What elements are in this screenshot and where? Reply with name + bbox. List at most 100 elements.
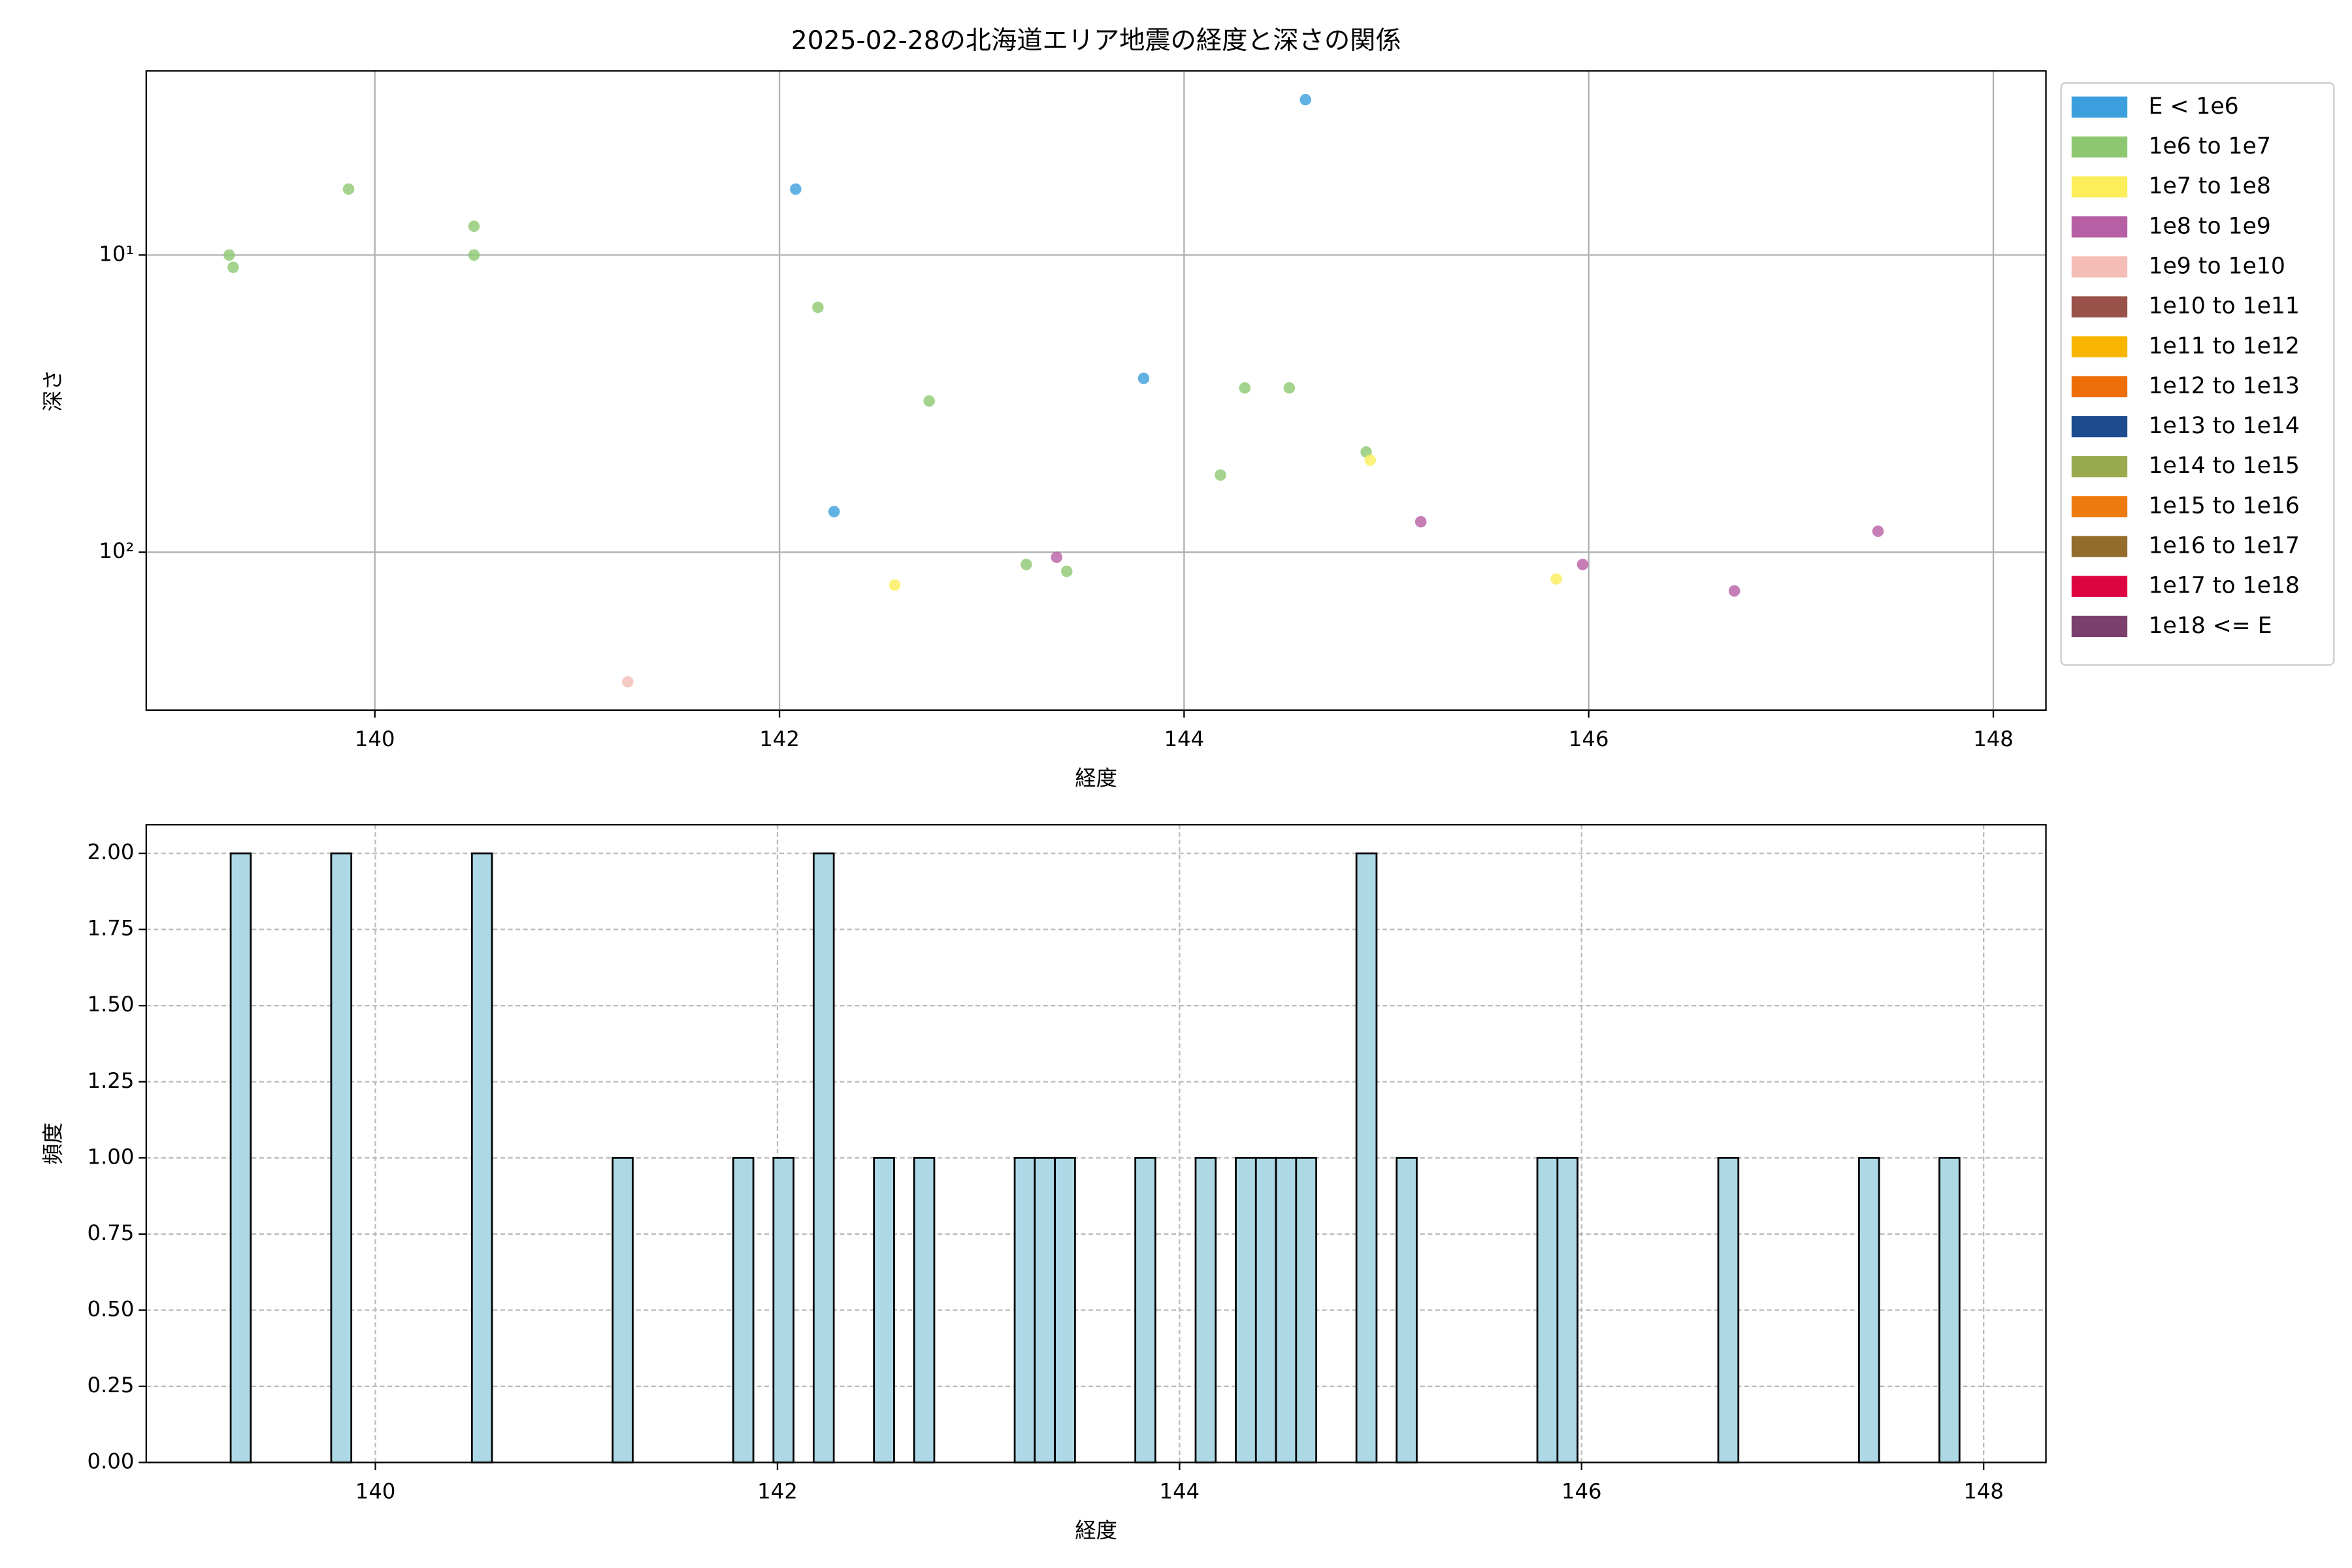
legend-label: 1e17 to 1e18 xyxy=(2148,573,2299,599)
scatter-point xyxy=(1576,559,1589,570)
legend-label: 1e11 to 1e12 xyxy=(2148,333,2299,359)
scatter-point xyxy=(1728,585,1740,597)
scatter-point xyxy=(468,249,480,261)
x-tick-label: 140 xyxy=(355,1479,396,1504)
legend-swatch xyxy=(2071,496,2128,517)
y-tick-label: 0.00 xyxy=(87,1448,134,1473)
hist-bar xyxy=(873,1156,895,1463)
legend-swatch xyxy=(2071,296,2128,318)
scatter-point xyxy=(468,220,480,233)
legend-swatch xyxy=(2071,416,2128,438)
scatter-point xyxy=(1021,559,1032,570)
scatter-point xyxy=(812,301,824,314)
scatter-point xyxy=(1364,454,1377,466)
scatter-point xyxy=(1299,93,1311,106)
y-tick-label: 0.25 xyxy=(87,1373,134,1397)
legend-label: 1e13 to 1e14 xyxy=(2148,413,2299,439)
legend-swatch xyxy=(2071,615,2128,637)
scatter-point xyxy=(1872,525,1884,537)
hist-bar xyxy=(813,852,835,1463)
plot-frame xyxy=(145,824,2047,1463)
legend-label: 1e14 to 1e15 xyxy=(2148,453,2299,479)
y-tick-label: 1.25 xyxy=(87,1068,134,1093)
legend-swatch xyxy=(2071,176,2128,198)
hist-bar xyxy=(1396,1156,1418,1463)
legend-swatch xyxy=(2071,576,2128,597)
scatter-point xyxy=(889,579,901,591)
hist-bar xyxy=(1355,852,1378,1463)
scatter-point xyxy=(342,183,355,195)
y-tick-label: 0.50 xyxy=(87,1296,134,1321)
y-tick-label: 10² xyxy=(99,538,134,563)
hist-bar xyxy=(772,1156,794,1463)
legend-label: 1e15 to 1e16 xyxy=(2148,493,2299,519)
scatter-point xyxy=(1061,565,1073,578)
scatter-point xyxy=(1283,382,1296,394)
x-axis-label: 経度 xyxy=(1075,766,1117,791)
legend-label: 1e7 to 1e8 xyxy=(2148,173,2270,199)
hist-bar xyxy=(732,1156,755,1463)
legend-swatch xyxy=(2071,96,2128,118)
legend-label: 1e18 <= E xyxy=(2148,613,2272,639)
plot-area xyxy=(146,71,2046,710)
legend-swatch xyxy=(2071,256,2128,278)
x-tick-label: 144 xyxy=(1160,1479,1200,1504)
y-tick-label: 10¹ xyxy=(99,241,134,266)
scatter-point xyxy=(227,261,239,273)
y-axis-label: 深さ xyxy=(41,369,65,412)
hist-bar xyxy=(1034,1156,1056,1463)
hist-bar xyxy=(229,852,252,1463)
hist-bar xyxy=(1194,1156,1217,1463)
hist-bar xyxy=(1938,1156,1961,1463)
hist-bar xyxy=(330,852,353,1463)
legend-label: 1e8 to 1e9 xyxy=(2148,213,2270,239)
legend-label: 1e6 to 1e7 xyxy=(2148,133,2270,159)
chart-title: 2025-02-28の北海道エリア地震の経度と深さの関係 xyxy=(791,26,1401,56)
scatter-point xyxy=(1137,372,1150,384)
scatter-point xyxy=(923,395,935,407)
legend-label: 1e9 to 1e10 xyxy=(2148,253,2285,279)
hist-bar xyxy=(1054,1156,1076,1463)
plot-frame xyxy=(145,70,2047,711)
hist-bar xyxy=(470,852,493,1463)
legend-swatch xyxy=(2071,376,2128,398)
hist-bar xyxy=(612,1156,634,1463)
legend-box xyxy=(2060,82,2335,666)
hist-bar xyxy=(913,1156,936,1463)
hist-bar xyxy=(1857,1156,1880,1463)
x-tick-label: 146 xyxy=(1561,1479,1602,1504)
plot-area xyxy=(146,825,2046,1463)
y-tick-label: 1.75 xyxy=(87,916,134,941)
x-tick-label: 146 xyxy=(1569,727,1609,751)
scatter-point xyxy=(1215,469,1226,481)
legend-swatch xyxy=(2071,456,2128,478)
scatter-point xyxy=(1051,551,1063,563)
legend-label: 1e12 to 1e13 xyxy=(2148,373,2299,399)
legend-swatch xyxy=(2071,136,2128,158)
y-tick-label: 1.50 xyxy=(87,992,134,1017)
scatter-point xyxy=(790,183,802,195)
x-tick-label: 142 xyxy=(757,1479,798,1504)
x-tick-label: 148 xyxy=(1963,1479,2004,1504)
hist-bar xyxy=(1254,1156,1277,1463)
scatter-point xyxy=(223,249,235,261)
x-tick-label: 142 xyxy=(759,727,800,751)
legend-label: E < 1e6 xyxy=(2148,93,2238,120)
y-tick-label: 0.75 xyxy=(87,1220,134,1245)
legend-label: 1e10 to 1e11 xyxy=(2148,293,2299,319)
scatter-point xyxy=(1550,573,1562,585)
x-tick-label: 140 xyxy=(355,727,395,751)
x-axis-label: 経度 xyxy=(1075,1518,1117,1543)
y-tick-label: 1.00 xyxy=(87,1144,134,1169)
y-tick-label: 2.00 xyxy=(87,840,134,864)
scatter-point xyxy=(1239,382,1251,394)
hist-bar xyxy=(1275,1156,1298,1463)
hist-bar xyxy=(1536,1156,1559,1463)
scatter-point xyxy=(1414,515,1427,528)
y-axis-label: 頻度 xyxy=(41,1122,65,1165)
x-tick-label: 148 xyxy=(1973,727,2014,751)
hist-bar xyxy=(1295,1156,1318,1463)
legend-swatch xyxy=(2071,536,2128,557)
